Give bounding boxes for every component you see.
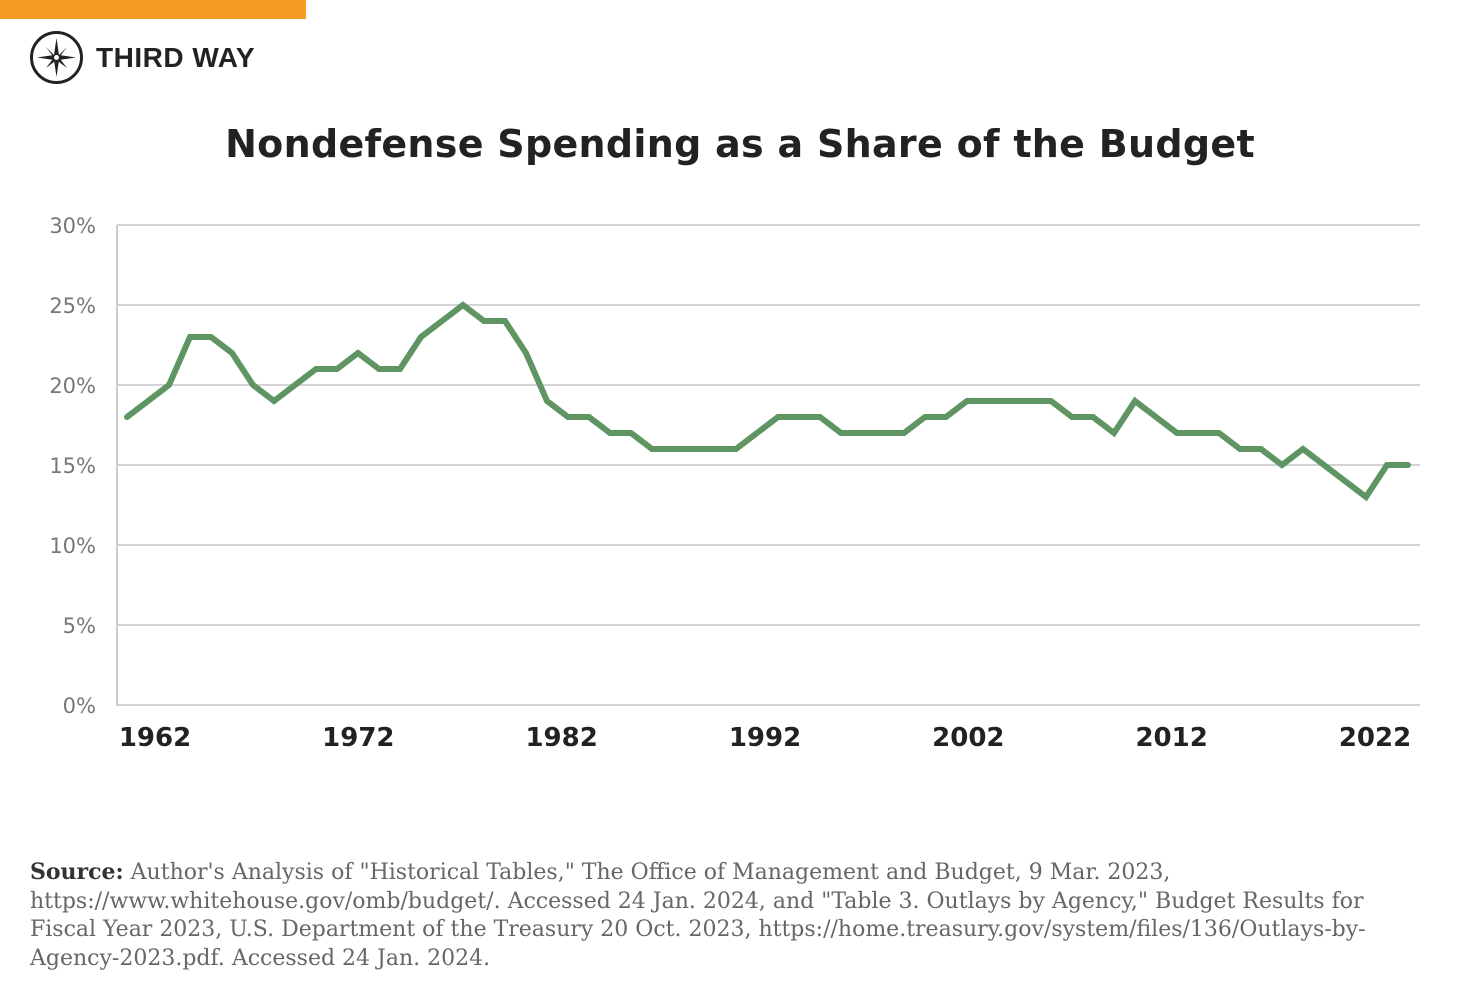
x-tick-label: 2022 [1339,723,1411,753]
line-chart: 0% 5% 10% 15% 20% 25% 30% 1962 1972 1982 1992 2002… [49,214,1420,753]
x-tick-label: 1982 [525,723,597,753]
y-tick-label: 15% [49,454,96,478]
x-tick-label: 1992 [729,723,801,753]
source-label: Source: [30,859,124,885]
y-tick-label: 25% [49,294,96,318]
y-tick-label: 20% [49,374,96,398]
compass-star-icon [30,31,83,84]
y-tick-label: 5% [63,614,96,638]
x-tick-label: 1972 [322,723,394,753]
x-tick-label: 2002 [932,723,1004,753]
source-note: Source: Author's Analysis of "Historical… [30,858,1430,973]
series-group [124,301,1411,502]
source-text: Author's Analysis of "Historical Tables,… [30,860,1366,971]
series-line [124,301,1411,502]
y-axis-ticks: 0% 5% 10% 15% 20% 25% 30% [49,214,96,718]
gridlines [117,224,1420,706]
y-tick-label: 0% [63,694,96,718]
x-tick-label: 1962 [119,723,191,753]
brand-logo: THIRD WAY [29,30,255,85]
chart-title: Nondefense Spending as a Share of the Bu… [225,122,1255,166]
x-tick-label: 2012 [1135,723,1207,753]
brand-name: THIRD WAY [96,41,256,73]
y-tick-label: 10% [49,534,96,558]
brand-accent-bar [0,0,306,19]
y-tick-label: 30% [49,214,96,238]
x-axis-ticks: 1962 1972 1982 1992 2002 2012 2022 [119,723,1411,753]
